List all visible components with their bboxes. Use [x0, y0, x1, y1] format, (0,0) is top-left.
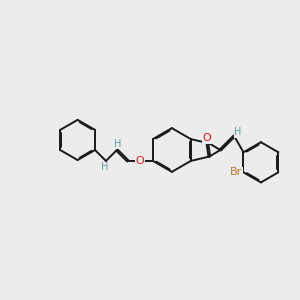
Text: Br: Br [230, 167, 242, 177]
Text: H: H [234, 127, 242, 137]
Text: O: O [202, 133, 211, 143]
Text: H: H [114, 139, 122, 149]
Text: H: H [101, 162, 109, 172]
Text: O: O [135, 156, 144, 166]
